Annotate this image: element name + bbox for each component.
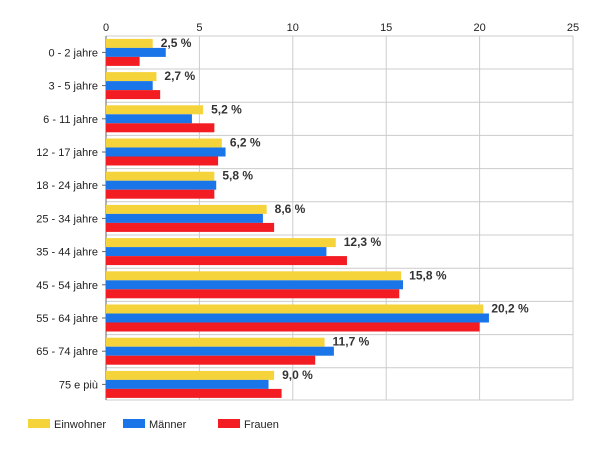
bar-frauen: [106, 56, 140, 66]
x-tick-label: 0: [103, 22, 109, 34]
bar-mnner: [106, 213, 263, 223]
category-label: 75 e più: [59, 379, 98, 391]
x-tick-label: 15: [380, 22, 392, 34]
category-label: 25 - 34 jahre: [36, 213, 98, 225]
bar-einwohner: [106, 238, 336, 248]
bar-mnner: [106, 280, 404, 290]
data-label: 2,7 %: [164, 69, 195, 83]
data-label: 5,2 %: [211, 102, 242, 116]
x-tick-label: 20: [473, 22, 485, 34]
category-label: 65 - 74 jahre: [36, 346, 98, 358]
bar-frauen: [106, 322, 480, 332]
legend-swatch: [28, 419, 50, 428]
bar-einwohner: [106, 38, 153, 48]
bar-mnner: [106, 247, 327, 257]
bar-mnner: [106, 346, 334, 356]
bar-einwohner: [106, 304, 484, 314]
bar-einwohner: [106, 171, 215, 181]
category-label: 45 - 54 jahre: [36, 280, 98, 292]
bar-frauen: [106, 289, 400, 299]
bar-frauen: [106, 123, 215, 133]
x-tick-label: 5: [196, 22, 202, 34]
bar-frauen: [106, 388, 282, 398]
legend-swatch: [123, 419, 145, 428]
bar-mnner: [106, 114, 192, 124]
x-tick-label: 10: [287, 22, 299, 34]
bar-mnner: [106, 379, 269, 389]
bar-einwohner: [106, 72, 157, 82]
bar-frauen: [106, 90, 161, 100]
bar-einwohner: [106, 138, 222, 148]
category-label: 55 - 64 jahre: [36, 313, 98, 325]
bar-einwohner: [106, 204, 267, 214]
data-label: 15,8 %: [409, 268, 447, 282]
bar-frauen: [106, 256, 347, 266]
category-label: 0 - 2 jahre: [48, 47, 98, 59]
category-label: 6 - 11 jahre: [43, 114, 98, 126]
bar-frauen: [106, 355, 316, 365]
x-tick-label: 25: [567, 22, 579, 34]
data-label: 2,5 %: [161, 36, 192, 50]
bar-frauen: [106, 156, 219, 166]
bar-einwohner: [106, 370, 275, 380]
data-label: 11,7 %: [333, 335, 370, 349]
category-label: 35 - 44 jahre: [36, 247, 98, 259]
data-label: 5,8 %: [222, 169, 253, 183]
bar-einwohner: [106, 105, 204, 115]
legend-swatch: [218, 419, 240, 428]
bar-einwohner: [106, 337, 325, 347]
legend-label: Einwohner: [54, 419, 106, 431]
bar-mnner: [106, 147, 226, 157]
bar-mnner: [106, 180, 217, 190]
bar-mnner: [106, 47, 166, 57]
data-label: 8,6 %: [275, 202, 306, 216]
legend-label: Männer: [149, 419, 187, 431]
legend-label: Frauen: [244, 419, 279, 431]
category-label: 12 - 17 jahre: [36, 147, 98, 159]
data-label: 9,0 %: [282, 368, 313, 382]
bar-mnner: [106, 81, 153, 91]
data-label: 6,2 %: [230, 136, 261, 150]
data-label: 20,2 %: [491, 302, 529, 316]
bar-frauen: [106, 189, 215, 199]
data-label: 12,3 %: [344, 235, 382, 249]
bar-mnner: [106, 313, 489, 323]
bar-einwohner: [106, 271, 402, 281]
category-label: 18 - 24 jahre: [36, 180, 98, 192]
bar-frauen: [106, 222, 275, 232]
category-label: 3 - 5 jahre: [48, 81, 98, 93]
